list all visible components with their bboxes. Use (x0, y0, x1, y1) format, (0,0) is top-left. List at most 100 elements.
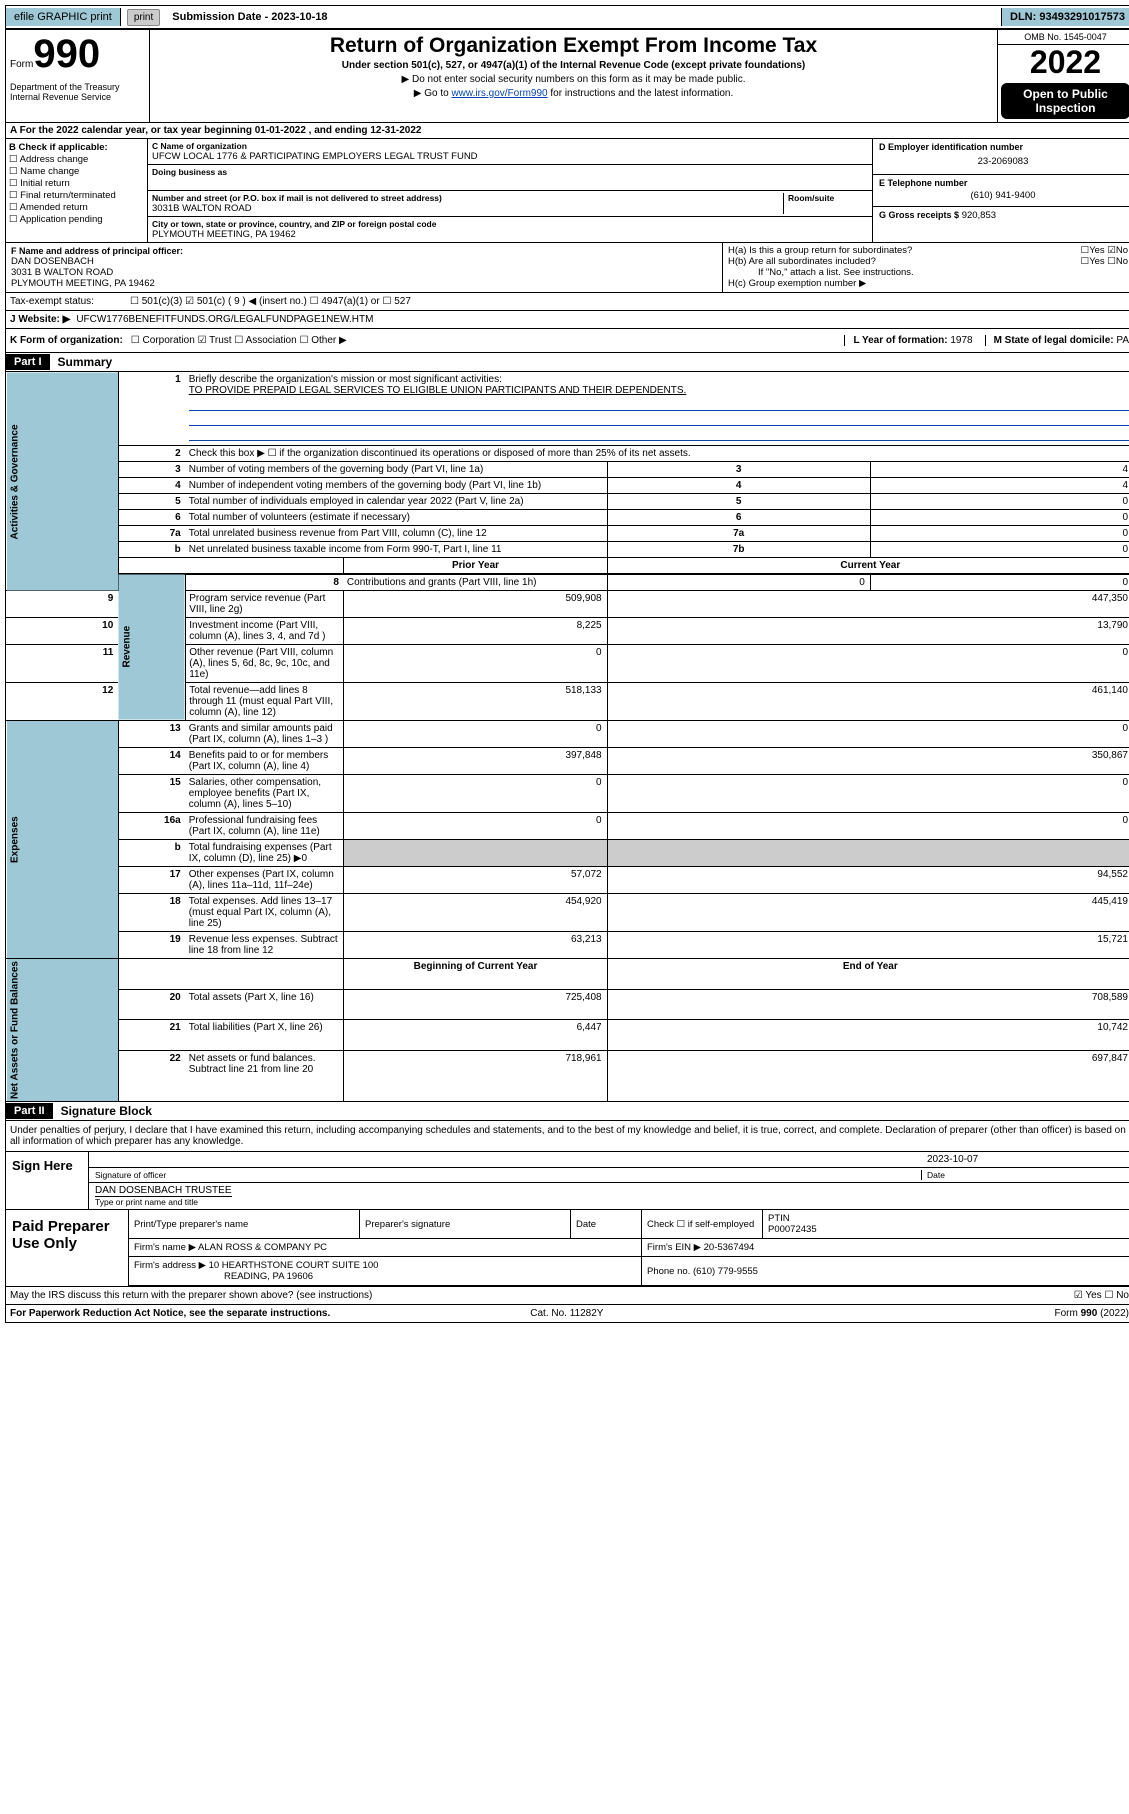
chk-501c[interactable]: 501(c) ( 9 ) ◀ (insert no.) (197, 296, 307, 307)
net21-t: Total liabilities (Part X, line 26) (186, 1020, 344, 1051)
hb-yes[interactable]: Yes (1089, 256, 1105, 267)
l-label: L Year of formation: (853, 335, 947, 346)
firm-name-label: Firm's name ▶ (134, 1242, 196, 1253)
net20-p: 725,408 (344, 989, 607, 1020)
rev8-c: 0 (870, 574, 1129, 591)
chk-other[interactable]: Other ▶ (311, 335, 346, 346)
g-label: G Gross receipts $ (879, 210, 959, 220)
side-revenue: Revenue (118, 574, 185, 721)
exp15-t: Salaries, other compensation, employee b… (186, 775, 344, 813)
r6-t: Total number of volunteers (estimate if … (186, 510, 607, 526)
rev10-t: Investment income (Part VIII, column (A)… (186, 618, 344, 645)
exp16a-t: Professional fundraising fees (Part IX, … (186, 813, 344, 840)
prep-check[interactable]: Check ☐ if self-employed (642, 1210, 763, 1239)
exp13-t: Grants and similar amounts paid (Part IX… (186, 721, 344, 748)
block-fh: F Name and address of principal officer:… (5, 243, 1129, 293)
r6-b: 6 (607, 510, 870, 526)
exp16a-p: 0 (344, 813, 607, 840)
l1-label: Briefly describe the organization's miss… (189, 374, 502, 385)
form-subtitle: Under section 501(c), 527, or 4947(a)(1)… (154, 60, 993, 71)
prep-h2: Date (571, 1210, 642, 1239)
r7a-n: 7a (118, 526, 185, 542)
i-label: Tax-exempt status: (10, 296, 130, 307)
ein-value: 23-2069083 (879, 152, 1127, 171)
officer-addr: 3031 B WALTON ROAD (11, 267, 717, 278)
ha-no[interactable]: No (1116, 245, 1128, 256)
rev12-t: Total revenue—add lines 8 through 11 (mu… (186, 683, 344, 721)
k-label: K Form of organization: (10, 335, 123, 346)
hdr-eoy: End of Year (607, 959, 1129, 990)
chk-name-change[interactable]: ☐ Name change (9, 166, 144, 177)
r5-t: Total number of individuals employed in … (186, 494, 607, 510)
open-public-badge: Open to Public Inspection (1001, 83, 1129, 119)
irs-link[interactable]: www.irs.gov/Form990 (451, 88, 547, 99)
hb-label: H(b) Are all subordinates included? (728, 256, 1081, 267)
omb-number: OMB No. 1545-0047 (998, 30, 1129, 45)
chk-initial-return[interactable]: ☐ Initial return (9, 178, 144, 189)
chk-trust[interactable]: Trust (209, 335, 231, 346)
mission-text: TO PROVIDE PREPAID LEGAL SERVICES TO ELI… (189, 385, 687, 396)
date-label: Date (927, 1170, 1127, 1180)
exp17-c: 94,552 (607, 867, 1129, 894)
f-label: F Name and address of principal officer: (11, 246, 717, 256)
r7a-v: 0 (870, 526, 1129, 542)
room-label: Room/suite (788, 193, 868, 203)
chk-final-return[interactable]: ☐ Final return/terminated (9, 190, 144, 201)
exp16b-t: Total fundraising expenses (Part IX, col… (186, 840, 344, 867)
rev9-t: Program service revenue (Part VIII, line… (186, 591, 344, 618)
chk-527[interactable]: 527 (394, 296, 411, 307)
exp19-p: 63,213 (344, 932, 607, 959)
net21-c: 10,742 (607, 1020, 1129, 1051)
side-netassets: Net Assets or Fund Balances (6, 959, 119, 1102)
chk-app-pending[interactable]: ☐ Application pending (9, 214, 144, 225)
ptin-value: P00072435 (768, 1224, 817, 1235)
org-city: PLYMOUTH MEETING, PA 19462 (152, 229, 868, 240)
j-label: J Website: ▶ (10, 314, 70, 325)
dba-label: Doing business as (152, 167, 868, 177)
chk-address-change[interactable]: ☐ Address change (9, 154, 144, 165)
phone-value: (610) 941-9400 (879, 188, 1127, 203)
sign-here-label: Sign Here (6, 1152, 89, 1209)
d-label: D Employer identification number (879, 142, 1127, 152)
firm-phone-label: Phone no. (647, 1266, 690, 1277)
hb-no[interactable]: No (1116, 256, 1128, 267)
net22-t: Net assets or fund balances. Subtract li… (186, 1050, 344, 1102)
chk-corp[interactable]: Corporation (143, 335, 195, 346)
line-klm: K Form of organization: ☐ Corporation ☑ … (5, 329, 1129, 353)
top-toolbar: efile GRAPHIC print efile GRAPHIC print … (5, 5, 1129, 29)
ptin-label: PTIN (768, 1213, 790, 1224)
exp14-t: Benefits paid to or for members (Part IX… (186, 748, 344, 775)
goto-prefix: ▶ Go to (414, 88, 452, 99)
chk-4947[interactable]: 4947(a)(1) or (321, 296, 379, 307)
print-button[interactable]: print (127, 9, 160, 26)
chk-amended[interactable]: ☐ Amended return (9, 202, 144, 213)
discuss-line: May the IRS discuss this return with the… (5, 1287, 1129, 1305)
officer-city: PLYMOUTH MEETING, PA 19462 (11, 278, 717, 289)
line-j: J Website: ▶ UFCW1776BENEFITFUNDS.ORG/LE… (5, 311, 1129, 329)
r3-n: 3 (118, 462, 185, 478)
discuss-yes[interactable]: Yes (1085, 1290, 1101, 1301)
form-header: Form990 Department of the Treasury Inter… (5, 29, 1129, 123)
prep-h0: Print/Type preparer's name (129, 1210, 360, 1239)
block-bcdefg: B Check if applicable: ☐ Address change … (5, 139, 1129, 243)
net20-c: 708,589 (607, 989, 1129, 1020)
summary-table: Activities & Governance 1Briefly describ… (5, 372, 1129, 1102)
r3-b: 3 (607, 462, 870, 478)
city-label: City or town, state or province, country… (152, 219, 868, 229)
c-label: C Name of organization (152, 141, 868, 151)
chk-501c3[interactable]: 501(c)(3) (142, 296, 183, 307)
chk-assoc[interactable]: Association (246, 335, 297, 346)
exp17-p: 57,072 (344, 867, 607, 894)
discuss-no[interactable]: No (1116, 1290, 1129, 1301)
org-address: 3031B WALTON ROAD (152, 203, 783, 214)
firm-addr-value: 10 HEARTHSTONE COURT SUITE 100 (209, 1260, 379, 1271)
exp13-p: 0 (344, 721, 607, 748)
r4-t: Number of independent voting members of … (186, 478, 607, 494)
b-header: B Check if applicable: (9, 142, 144, 153)
discuss-question: May the IRS discuss this return with the… (10, 1290, 372, 1301)
firm-phone-value: (610) 779-9555 (693, 1266, 758, 1277)
hdr-current-year: Current Year (607, 558, 1129, 575)
part1-badge: Part I (6, 354, 50, 370)
state-domicile: PA (1116, 335, 1129, 346)
ha-yes[interactable]: Yes (1089, 245, 1105, 256)
